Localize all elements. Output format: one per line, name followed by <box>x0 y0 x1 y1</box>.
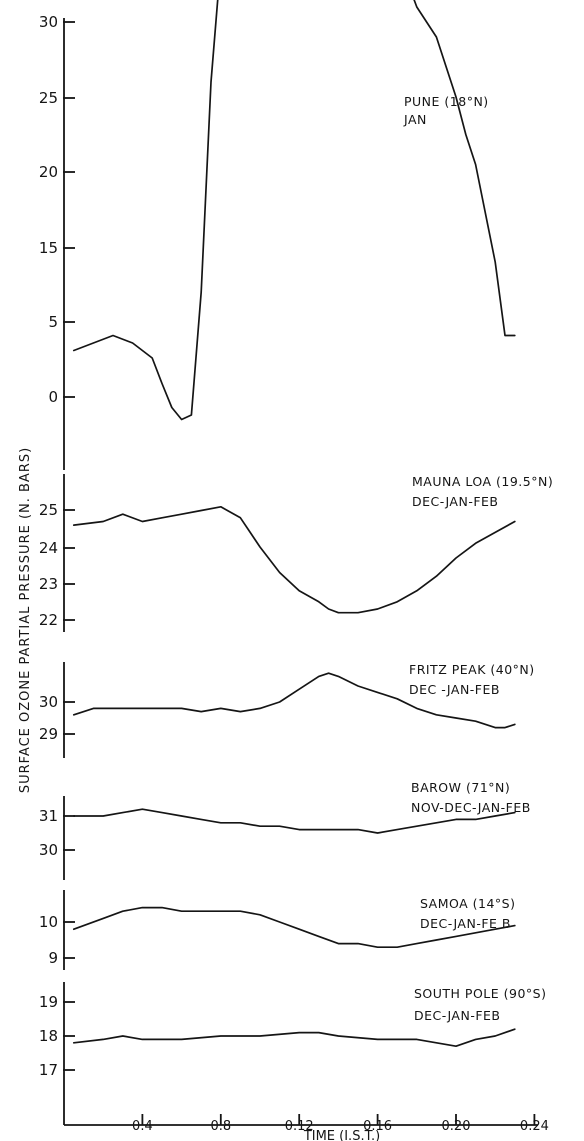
y-tick-label: 30 <box>39 693 58 711</box>
y-tick-label: 25 <box>39 501 58 519</box>
y-tick-label: 30 <box>39 13 58 31</box>
panel-4: 10 9 SAMOA (14°S) DEC-JAN-FE B <box>39 890 516 970</box>
panel-title: SAMOA (14°S) <box>420 896 516 911</box>
panel-0: 30 25 20 15 5 0 PUNE (18°N) JAN <box>39 0 516 470</box>
x-tick-label: 0.12 <box>285 1119 314 1134</box>
series-line <box>72 906 516 949</box>
y-tick-label: 20 <box>39 163 58 181</box>
y-axis-title: SURFACE OZONE PARTIAL PRESSURE (N. BARS) <box>18 447 33 793</box>
panel-subtitle: DEC-JAN-FEB <box>414 1008 501 1023</box>
panel-1: 25 24 23 22 MAUNA LOA (19.5°N) DEC-JAN-FEB <box>39 474 553 632</box>
series-line <box>72 0 516 421</box>
y-tick-label: 9 <box>48 949 58 967</box>
series-line <box>72 1028 516 1048</box>
y-tick-label: 25 <box>39 89 58 107</box>
panel-title: BAROW (71°N) <box>411 780 510 795</box>
x-tick-label: 0.4 <box>132 1119 153 1134</box>
y-tick-label: 19 <box>39 993 58 1011</box>
y-tick-label: 23 <box>39 575 58 593</box>
y-tick-label: 31 <box>39 807 58 825</box>
y-tick-label: 15 <box>39 239 58 257</box>
series-line <box>72 505 516 614</box>
panel-subtitle: NOV-DEC-JAN-FEB <box>411 800 531 815</box>
panel-subtitle: DEC -JAN-FEB <box>409 682 500 697</box>
series-line <box>72 808 516 834</box>
y-tick-label: 22 <box>39 611 58 629</box>
x-axis-title: TIME (I.S.T.) <box>303 1129 380 1141</box>
panel-title: SOUTH POLE (90°S) <box>414 986 547 1001</box>
x-tick-label: 0.24 <box>520 1119 549 1134</box>
panel-subtitle: DEC-JAN-FEB <box>412 494 499 509</box>
x-tick-label: 0.8 <box>210 1119 231 1134</box>
panel-subtitle: DEC-JAN-FE B <box>420 916 511 931</box>
y-tick-label: 17 <box>39 1061 58 1079</box>
panel-subtitle: JAN <box>403 112 427 127</box>
y-tick-label: 30 <box>39 841 58 859</box>
x-axis: TIME (I.S.T.) 0.4 0.8 0.12 0.16 0.20 0.24 <box>64 1114 549 1141</box>
panel-title: PUNE (18°N) <box>404 94 489 109</box>
y-tick-label: 5 <box>48 313 58 331</box>
y-tick-label: 29 <box>39 725 58 743</box>
y-tick-label: 10 <box>39 913 58 931</box>
y-tick-label: 0 <box>48 388 58 406</box>
x-tick-label: 0.20 <box>442 1119 471 1134</box>
panel-title: FRITZ PEAK (40°N) <box>409 662 535 677</box>
y-tick-label: 24 <box>39 539 58 557</box>
y-tick-label: 18 <box>39 1027 58 1045</box>
series-line <box>72 672 516 729</box>
plot-panels: 30 25 20 15 5 0 PUNE (18°N) JAN 25 24 23 22 MAUNA LO… <box>39 0 553 1125</box>
panel-5: 19 18 17 SOUTH POLE (90°S) DEC-JAN-FEB <box>39 982 547 1125</box>
panel-3: 31 30 BAROW (71°N) NOV-DEC-JAN-FEB <box>39 780 531 880</box>
x-tick-label: 0.16 <box>363 1119 392 1134</box>
panel-2: 30 29 FRITZ PEAK (40°N) DEC -JAN-FEB <box>39 662 535 758</box>
panel-title: MAUNA LOA (19.5°N) <box>412 474 553 489</box>
